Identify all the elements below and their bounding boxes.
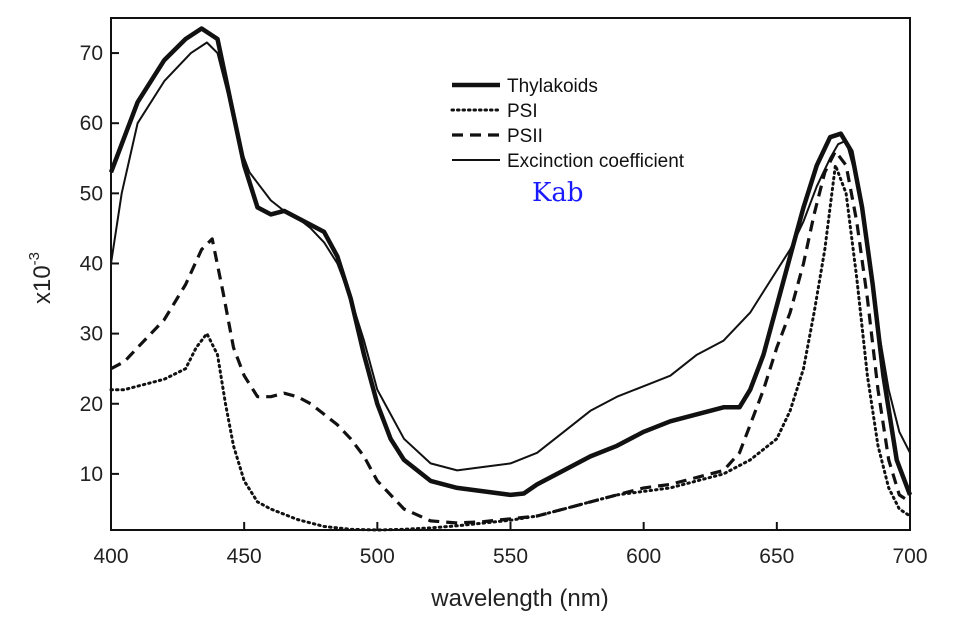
- series-thylakoids: [108, 26, 913, 498]
- x-tick-label-550: 550: [493, 545, 528, 568]
- x-tick-label-650: 650: [759, 545, 794, 568]
- svg-text:x10-3: x10-3: [26, 252, 56, 304]
- legend-label-psi: PSI: [507, 101, 538, 122]
- y-tick-label-70: 70: [80, 42, 103, 65]
- y-axis: 10 20 30 40 50 60 70: [80, 42, 119, 486]
- series-excinction-coefficient: [110, 41, 911, 472]
- plot-series: [108, 26, 913, 532]
- x-axis: 400 450 500 550 600 650 700: [93, 522, 928, 568]
- legend-label-excinction-coefficient: Excinction coefficient: [507, 151, 685, 172]
- legend-label-psii: PSII: [507, 126, 543, 147]
- y-tick-label-40: 40: [80, 252, 103, 275]
- annotation-kab: Kab: [532, 178, 584, 208]
- x-axis-label: wavelength (nm): [430, 585, 608, 612]
- x-tick-label-500: 500: [360, 545, 395, 568]
- y-axis-label-base: x10: [29, 265, 56, 304]
- legend: Thylakoids PSI PSII Excinction coefficient: [450, 76, 685, 172]
- legend-label-thylakoids: Thylakoids: [507, 76, 598, 97]
- y-tick-label-50: 50: [80, 182, 103, 205]
- y-tick-label-10: 10: [80, 463, 103, 486]
- x-tick-label-450: 450: [227, 545, 262, 568]
- series-psii: [110, 149, 911, 525]
- y-axis-label-exponent: -3: [26, 252, 43, 265]
- y-tick-label-60: 60: [80, 112, 103, 135]
- y-tick-label-30: 30: [80, 323, 103, 346]
- x-tick-label-700: 700: [892, 545, 927, 568]
- x-tick-label-400: 400: [93, 545, 128, 568]
- x-tick-label-600: 600: [626, 545, 661, 568]
- series-psi: [109, 163, 912, 532]
- y-axis-label: x10-3: [26, 252, 56, 304]
- plot-frame: [110, 17, 911, 531]
- y-tick-label-20: 20: [80, 393, 103, 416]
